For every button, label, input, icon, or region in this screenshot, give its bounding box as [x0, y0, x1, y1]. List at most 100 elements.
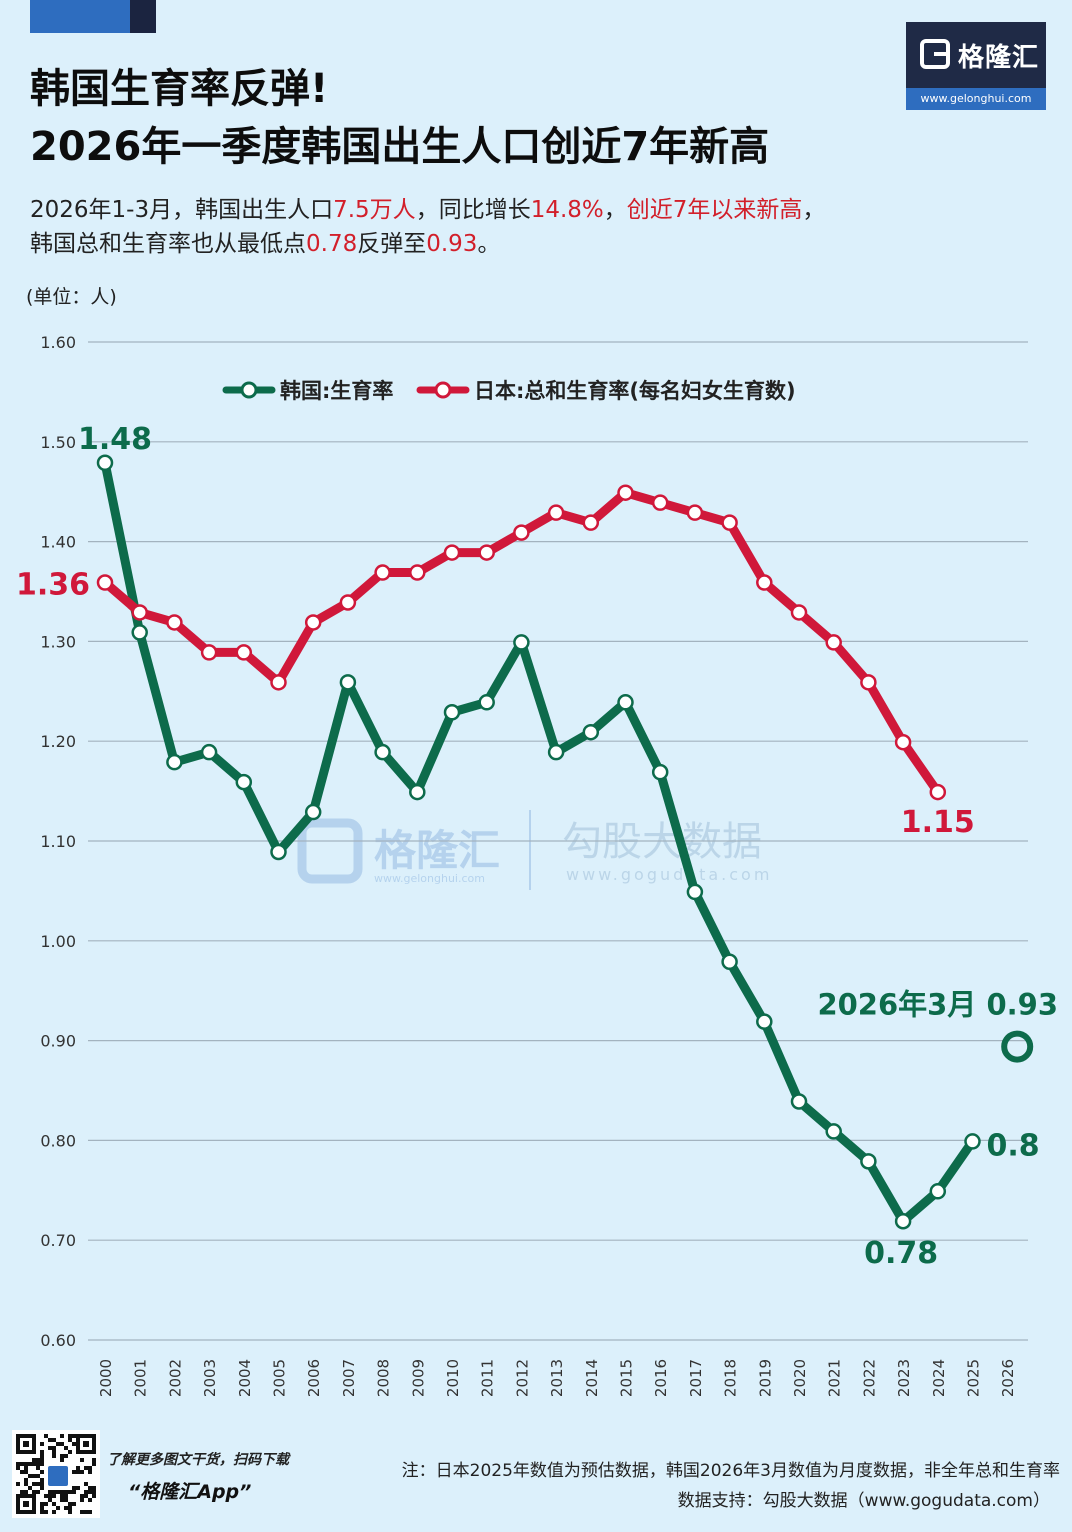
- data-point-marker: [513, 634, 530, 651]
- qr-module: [76, 1466, 80, 1470]
- qr-module: [56, 1506, 60, 1510]
- qr-module: [44, 1502, 48, 1506]
- qr-module: [40, 1502, 44, 1506]
- qr-module: [60, 1494, 64, 1498]
- data-point-marker: [96, 454, 114, 472]
- qr-module: [36, 1462, 40, 1466]
- data-point-marker: [374, 743, 391, 761]
- qr-module: [16, 1462, 20, 1466]
- x-tick-label: 2002: [166, 1359, 184, 1397]
- page-title: 韩国生育率反弹! 2026年一季度韩国出生人口创近7年新高: [30, 60, 769, 176]
- x-tick-label: 2001: [132, 1359, 150, 1397]
- brand-g-icon: [920, 39, 950, 69]
- qr-module: [44, 1494, 48, 1498]
- qr-module: [92, 1434, 96, 1454]
- data-point-marker: [200, 743, 218, 761]
- data-point-marker: [721, 953, 738, 971]
- data-point-marker: [860, 674, 877, 691]
- x-tick-label: 2009: [409, 1359, 427, 1397]
- subtitle-text: 。: [477, 231, 501, 257]
- x-tick-label: 2011: [479, 1359, 497, 1397]
- qr-module: [72, 1434, 76, 1438]
- subtitle-text: 韩国总和生育率也从最低点: [30, 231, 306, 257]
- promo-text: 了解更多图文干货，扫码下载: [107, 1452, 289, 1468]
- y-tick-label: 1.20: [40, 732, 76, 751]
- data-point-marker: [686, 504, 704, 521]
- qr-module: [40, 1454, 44, 1458]
- subtitle-text: ，: [802, 197, 826, 223]
- qr-module: [80, 1494, 84, 1498]
- data-point-marker: [825, 634, 842, 651]
- y-tick-label: 0.90: [40, 1032, 76, 1051]
- qr-module: [40, 1486, 44, 1490]
- qr-module: [83, 1441, 89, 1447]
- y-tick-label: 0.60: [40, 1331, 76, 1350]
- qr-module: [76, 1434, 80, 1454]
- qr-module: [64, 1506, 68, 1510]
- qr-module: [64, 1494, 68, 1498]
- x-tick-label: 2026: [999, 1359, 1017, 1397]
- data-point-marker: [235, 773, 253, 791]
- data-point-marker: [443, 544, 461, 561]
- subtitle: 2026年1-3月，韩国出生人口7.5万人，同比增长14.8%，创近7年以来新高…: [30, 193, 825, 261]
- x-tick-label: 2014: [583, 1359, 601, 1397]
- data-point-marker: [651, 763, 669, 781]
- data-point-marker: [478, 544, 495, 561]
- data-point-marker: [721, 514, 738, 531]
- qr-code[interactable]: [12, 1430, 100, 1518]
- data-point-marker: [339, 594, 357, 611]
- x-tick-label: 2012: [513, 1359, 531, 1397]
- korea-last-value-label: 0.8: [987, 1128, 1040, 1163]
- legend-marker: [240, 381, 258, 399]
- qr-module: [44, 1510, 48, 1514]
- qr-module: [16, 1434, 20, 1454]
- legend-marker: [434, 381, 452, 399]
- data-point-marker: [894, 1212, 912, 1230]
- data-source: 数据支持：勾股大数据（www.gogudata.com）: [677, 1491, 1050, 1511]
- qr-module: [40, 1442, 44, 1446]
- qr-module: [56, 1490, 60, 1494]
- qr-module: [60, 1434, 64, 1438]
- data-point-marker: [617, 694, 634, 711]
- qr-module: [28, 1462, 32, 1466]
- qr-module: [68, 1502, 72, 1506]
- qr-module: [68, 1510, 72, 1514]
- data-point-marker: [131, 624, 148, 641]
- qr-module: [52, 1490, 56, 1494]
- data-point-marker: [651, 494, 669, 511]
- data-point-marker: [825, 1123, 842, 1140]
- qr-module: [80, 1458, 84, 1462]
- data-point-marker: [96, 574, 114, 591]
- top-accent-bar: [30, 0, 130, 33]
- x-tick-label: 2021: [826, 1359, 844, 1397]
- annotation-label: 2026年3月 0.93: [817, 988, 1058, 1022]
- unit-label: (单位：人): [26, 286, 117, 308]
- qr-module: [32, 1490, 36, 1494]
- qr-module: [52, 1502, 56, 1506]
- data-point-marker: [304, 803, 322, 821]
- grid-layer: 0.60 0.70 0.80 0.90 1.00 1.10 1.20 1.30 1.40 1.50…: [40, 333, 1028, 1397]
- data-point-marker: [790, 604, 808, 621]
- data-point-marker: [374, 564, 391, 581]
- qr-module: [16, 1450, 36, 1454]
- x-tick-label: 2025: [965, 1359, 983, 1397]
- qr-module: [32, 1474, 36, 1478]
- japan-last-value-label: 1.15: [901, 805, 975, 840]
- qr-module: [36, 1490, 40, 1494]
- qr-module: [40, 1510, 44, 1514]
- qr-module: [24, 1490, 28, 1494]
- qr-module: [60, 1458, 64, 1462]
- footnote: 注：日本2025年数值为预估数据，韩国2026年3月数值为月度数据，非全年总和生…: [401, 1461, 1060, 1481]
- qr-module: [88, 1486, 92, 1490]
- y-tick-label: 1.00: [40, 932, 76, 951]
- x-tick-label: 2006: [305, 1359, 323, 1397]
- qr-module: [60, 1442, 64, 1446]
- qr-module: [88, 1470, 92, 1474]
- x-tick-label: 2017: [687, 1359, 705, 1397]
- data-point-marker: [339, 674, 357, 691]
- qr-module: [36, 1466, 40, 1470]
- data-point-marker: [200, 644, 218, 661]
- qr-module: [40, 1482, 44, 1486]
- data-point-marker: [409, 564, 426, 581]
- promo-app-name: “格隆汇App”: [128, 1481, 252, 1503]
